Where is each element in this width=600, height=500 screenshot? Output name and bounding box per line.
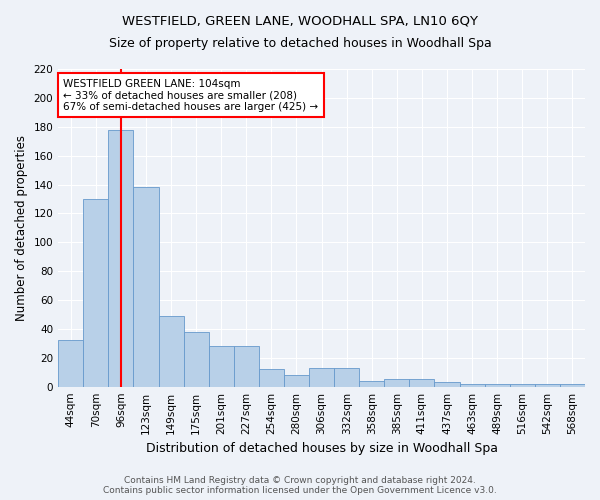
Y-axis label: Number of detached properties: Number of detached properties xyxy=(15,135,28,321)
Bar xyxy=(385,380,409,386)
Text: Contains HM Land Registry data © Crown copyright and database right 2024.
Contai: Contains HM Land Registry data © Crown c… xyxy=(103,476,497,495)
Bar xyxy=(109,130,133,386)
Bar xyxy=(158,316,184,386)
Bar xyxy=(209,346,234,387)
X-axis label: Distribution of detached houses by size in Woodhall Spa: Distribution of detached houses by size … xyxy=(146,442,497,455)
Text: Size of property relative to detached houses in Woodhall Spa: Size of property relative to detached ho… xyxy=(109,38,491,51)
Bar xyxy=(485,384,510,386)
Bar xyxy=(359,381,385,386)
Bar xyxy=(184,332,209,386)
Bar xyxy=(334,368,359,386)
Bar xyxy=(58,340,83,386)
Bar xyxy=(259,370,284,386)
Bar xyxy=(409,380,434,386)
Bar xyxy=(133,188,158,386)
Bar xyxy=(83,199,109,386)
Bar xyxy=(309,368,334,386)
Bar xyxy=(460,384,485,386)
Bar xyxy=(510,384,535,386)
Bar xyxy=(535,384,560,386)
Text: WESTFIELD GREEN LANE: 104sqm
← 33% of detached houses are smaller (208)
67% of s: WESTFIELD GREEN LANE: 104sqm ← 33% of de… xyxy=(64,78,319,112)
Bar xyxy=(434,382,460,386)
Bar xyxy=(234,346,259,387)
Bar xyxy=(560,384,585,386)
Bar xyxy=(284,375,309,386)
Text: WESTFIELD, GREEN LANE, WOODHALL SPA, LN10 6QY: WESTFIELD, GREEN LANE, WOODHALL SPA, LN1… xyxy=(122,15,478,28)
